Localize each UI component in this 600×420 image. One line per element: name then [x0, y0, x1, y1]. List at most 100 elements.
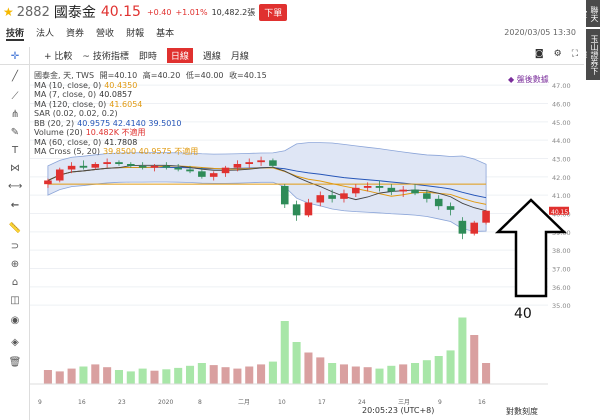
candle-body: [352, 187, 360, 194]
candle-body: [316, 195, 325, 203]
candle-body: [233, 164, 242, 168]
tab-institutional[interactable]: 法人: [36, 29, 55, 39]
legend-row-label: SAR (0.02, 0.02, 0.2): [34, 109, 118, 118]
log-scale-toggle[interactable]: 對數刻度: [506, 407, 538, 416]
candle-body: [304, 202, 313, 216]
tf-realtime[interactable]: 即時: [138, 52, 157, 62]
tab-revenue[interactable]: 營收: [96, 29, 115, 39]
volume-bar: [126, 371, 135, 384]
candle-body: [470, 222, 479, 234]
legend-row: MA (10, close, 0) 40.4350: [34, 81, 267, 91]
price-chart[interactable]: 47.0046.0045.0044.0043.0042.0041.0040.00…: [30, 66, 584, 411]
indicators-button[interactable]: ~ 技術指標: [82, 52, 129, 62]
price-tick-label: 46.00: [552, 101, 571, 109]
after-hours-label: 盤後數據: [516, 75, 549, 84]
legend-high: 高=40.20: [142, 71, 181, 80]
trendline-icon[interactable]: ╱: [11, 71, 19, 82]
tf-weekly[interactable]: 週線: [202, 52, 221, 62]
price-change: +0.40: [146, 7, 172, 17]
legend-close: 收=40.15: [229, 71, 267, 80]
lock-drawing-icon[interactable]: ⌂: [11, 277, 19, 288]
trash-icon[interactable]: 🗑: [8, 357, 22, 368]
tab-technical[interactable]: 技術: [6, 26, 25, 41]
candle-body: [198, 171, 206, 177]
candle-body: [399, 189, 407, 192]
legend-row-value: 41.7808: [104, 137, 138, 147]
favorite-star-icon[interactable]: ★: [3, 5, 14, 19]
layers-icon[interactable]: ◈: [11, 337, 19, 348]
volume-bar: [233, 368, 242, 384]
legend-row: SAR (0.02, 0.02, 0.2): [34, 109, 267, 119]
legend-row: MA Cross (5, 20) 39.8500 40.9575 不適用: [34, 147, 267, 157]
candle-body: [446, 206, 455, 210]
candle-body: [328, 195, 336, 199]
tf-daily[interactable]: 日線: [166, 48, 193, 63]
candle-body: [79, 165, 88, 168]
date-tick-label: 9: [438, 399, 442, 406]
tab-margin[interactable]: 資券: [66, 29, 85, 39]
compare-button[interactable]: + 比較: [44, 52, 73, 62]
toolbar-right: ◙ ⚙ ⛶: [535, 49, 578, 59]
date-tick-label: 二月: [238, 399, 250, 406]
unlock-icon[interactable]: ◫: [10, 295, 20, 306]
candle-body: [482, 210, 490, 223]
annotation-label: 40: [514, 306, 532, 322]
candle-body: [186, 169, 194, 172]
volume-bar: [422, 360, 431, 384]
fullscreen-icon[interactable]: ⛶: [571, 49, 578, 59]
side-tab-order[interactable]: 玉山證券下單: [579, 29, 600, 80]
legend-row-label: MA (120, close, 0): [34, 99, 107, 109]
pattern-icon[interactable]: ⋈: [10, 163, 20, 174]
volume-bar: [186, 365, 195, 384]
ruler-icon[interactable]: 📏: [8, 223, 22, 234]
tab-financials[interactable]: 財報: [126, 29, 145, 39]
candle-body: [411, 189, 419, 194]
legend-row-label: MA (7, close, 0): [34, 90, 97, 99]
date-tick-label: 8: [198, 399, 202, 406]
side-tabs: 聯天室 玉山證券下單: [579, 0, 600, 80]
volume-bar: [197, 363, 206, 384]
camera-icon[interactable]: ◙: [534, 49, 544, 59]
zoom-in-icon[interactable]: ⊕: [10, 259, 20, 270]
candle-body: [375, 186, 384, 188]
legend-row-value: 40.9575 42.4140 39.5010: [77, 118, 182, 128]
crosshair-icon[interactable]: ✛: [10, 51, 20, 62]
indicators-label: 技術指標: [92, 52, 129, 62]
after-hours-indicator[interactable]: ◆ 盤後數據: [508, 75, 549, 84]
legend-row: MA (60, close, 0) 41.7808: [34, 138, 267, 148]
legend-rows: MA (10, close, 0) 40.4350 MA (7, close, 0)…: [34, 81, 267, 157]
volume-bar: [375, 368, 384, 384]
text-icon[interactable]: T: [11, 145, 19, 156]
clock: 20:05:23 (UTC+8): [362, 406, 435, 415]
legend-row-label: MA (10, close, 0): [34, 80, 102, 90]
legend-row-label: Volume (20): [34, 128, 83, 137]
legend-row-value: 10.482K 不適用: [85, 128, 146, 137]
ray-icon[interactable]: ⟋: [11, 91, 19, 102]
candle-body: [150, 165, 159, 168]
side-tab-chat[interactable]: 聯天室: [579, 0, 600, 28]
measure-icon[interactable]: ⟷: [8, 181, 23, 192]
date-tick-label: 9: [38, 399, 42, 406]
eye-icon[interactable]: ◉: [10, 315, 20, 326]
brush-icon[interactable]: ✎: [10, 127, 20, 138]
legend-low: 低=40.00: [185, 71, 224, 80]
price-tick-label: 38.00: [552, 247, 571, 255]
magnet-icon[interactable]: ⊃: [10, 241, 20, 252]
candle-body: [115, 162, 123, 164]
candle-body: [269, 160, 277, 166]
candle-body: [458, 220, 467, 234]
stock-price: 40.15: [100, 4, 141, 20]
legend-row: MA (7, close, 0) 40.0857: [34, 90, 267, 100]
quote-header: ★ 2882 國泰金 40.15 +0.40 +1.01% 10,482.2張 …: [0, 0, 584, 24]
arrow-icon[interactable]: ←: [10, 200, 20, 211]
tab-basics[interactable]: 基本: [156, 29, 175, 39]
pitchfork-icon[interactable]: ⋔: [10, 109, 20, 120]
candle-body: [55, 169, 64, 181]
volume-bar: [387, 365, 396, 384]
candle-body: [292, 204, 301, 216]
settings-icon[interactable]: ⚙: [553, 49, 562, 59]
price-tick-label: 36.00: [552, 284, 571, 292]
tf-monthly[interactable]: 月線: [230, 52, 249, 62]
date-tick-label: 2020: [158, 399, 173, 406]
order-button[interactable]: 下單: [259, 3, 288, 21]
